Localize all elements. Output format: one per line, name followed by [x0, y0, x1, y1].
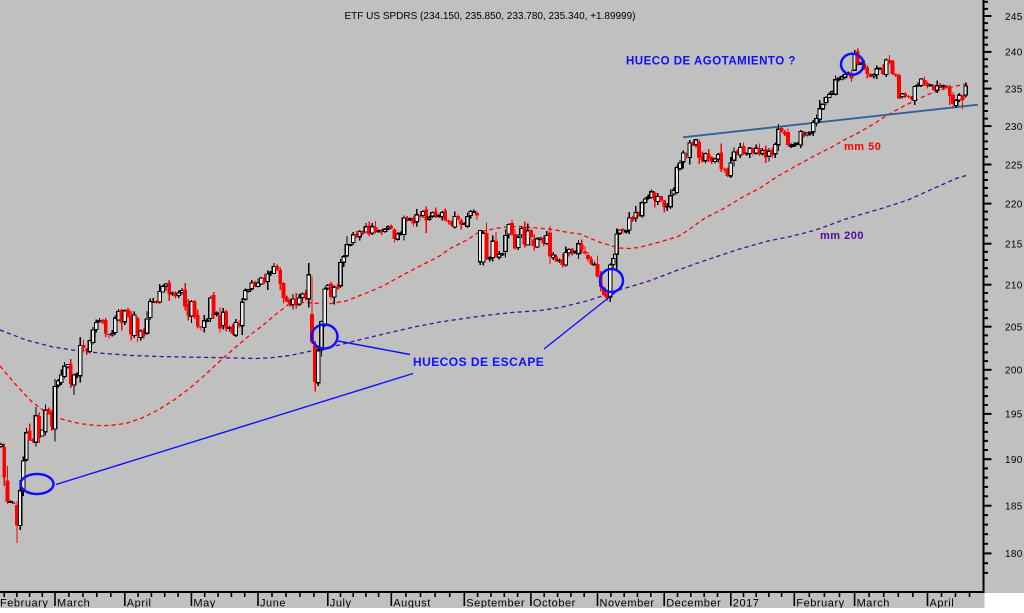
svg-text:235: 235 [1005, 84, 1023, 95]
svg-text:225: 225 [1005, 160, 1023, 171]
svg-text:245: 245 [1005, 12, 1023, 23]
svg-text:HUECO DE AGOTAMIENTO ?: HUECO DE AGOTAMIENTO ? [626, 56, 796, 68]
svg-text:February: February [0, 598, 48, 609]
svg-text:April: April [930, 598, 955, 609]
svg-text:March: March [57, 598, 90, 609]
svg-text:June: June [260, 598, 286, 609]
svg-text:240: 240 [1005, 48, 1023, 59]
svg-text:185: 185 [1005, 502, 1023, 513]
svg-text:220: 220 [1005, 199, 1023, 210]
svg-text:210: 210 [1005, 281, 1023, 292]
svg-text:195: 195 [1005, 410, 1023, 421]
svg-text:2017: 2017 [733, 598, 760, 609]
svg-text:215: 215 [1005, 240, 1023, 251]
svg-text:HUECOS DE ESCAPE: HUECOS DE ESCAPE [413, 355, 544, 369]
svg-text:180: 180 [1005, 549, 1023, 560]
svg-text:230: 230 [1005, 122, 1023, 133]
svg-text:February: February [796, 598, 844, 609]
svg-text:205: 205 [1005, 323, 1023, 334]
svg-text:December: December [666, 598, 721, 609]
svg-text:August: August [393, 598, 431, 609]
svg-text:July: July [330, 598, 352, 609]
svg-text:200: 200 [1005, 366, 1023, 377]
svg-text:October: October [533, 598, 576, 609]
svg-text:mm 50: mm 50 [844, 141, 881, 153]
svg-text:190: 190 [1005, 455, 1023, 466]
svg-text:September: September [466, 598, 525, 609]
svg-text:March: March [857, 598, 890, 609]
svg-text:April: April [127, 598, 152, 609]
svg-text:May: May [193, 598, 215, 609]
svg-text:ETF US SPDRS (234.150, 235.850: ETF US SPDRS (234.150, 235.850, 233.780,… [344, 11, 635, 22]
svg-text:November: November [600, 598, 655, 609]
svg-text:mm 200: mm 200 [820, 230, 864, 242]
